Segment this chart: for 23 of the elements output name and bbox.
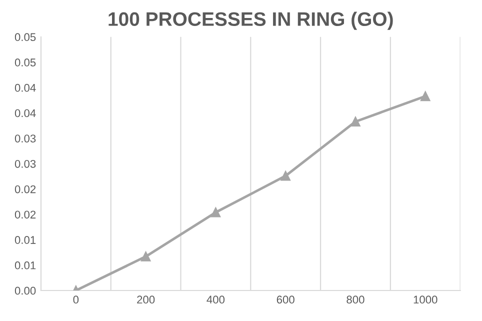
y-tick-label: 0.01 bbox=[14, 236, 36, 244]
y-tick-label: 0.05 bbox=[14, 58, 36, 66]
y-tick-label: 0.02 bbox=[14, 210, 36, 219]
y-tick-label: 0.02 bbox=[14, 185, 36, 194]
y-tick-label: 0.01 bbox=[14, 261, 36, 270]
x-tick-label: 0 bbox=[73, 296, 79, 304]
point bbox=[140, 252, 151, 262]
point bbox=[420, 91, 430, 102]
point bbox=[280, 171, 290, 181]
y-tick-label: 0.04 bbox=[14, 109, 36, 118]
x-tick-label: 400 bbox=[206, 296, 225, 304]
chart-title: 100 PROCESSES IN RING (GO) bbox=[108, 12, 393, 30]
point bbox=[350, 116, 360, 126]
y-tick-label: 0.03 bbox=[14, 134, 36, 142]
x-tick-label: 200 bbox=[137, 296, 155, 304]
y-tick-label: 0.00 bbox=[14, 286, 36, 295]
point bbox=[210, 208, 221, 218]
y-tick-label: 0.03 bbox=[14, 160, 36, 168]
y-tick-label: 0.04 bbox=[14, 84, 36, 92]
x-tick-label: 600 bbox=[276, 296, 294, 304]
y-tick-label: 0.05 bbox=[14, 33, 36, 42]
x-tick-label: 800 bbox=[346, 296, 364, 304]
x-tick-label: 1000 bbox=[414, 296, 438, 304]
